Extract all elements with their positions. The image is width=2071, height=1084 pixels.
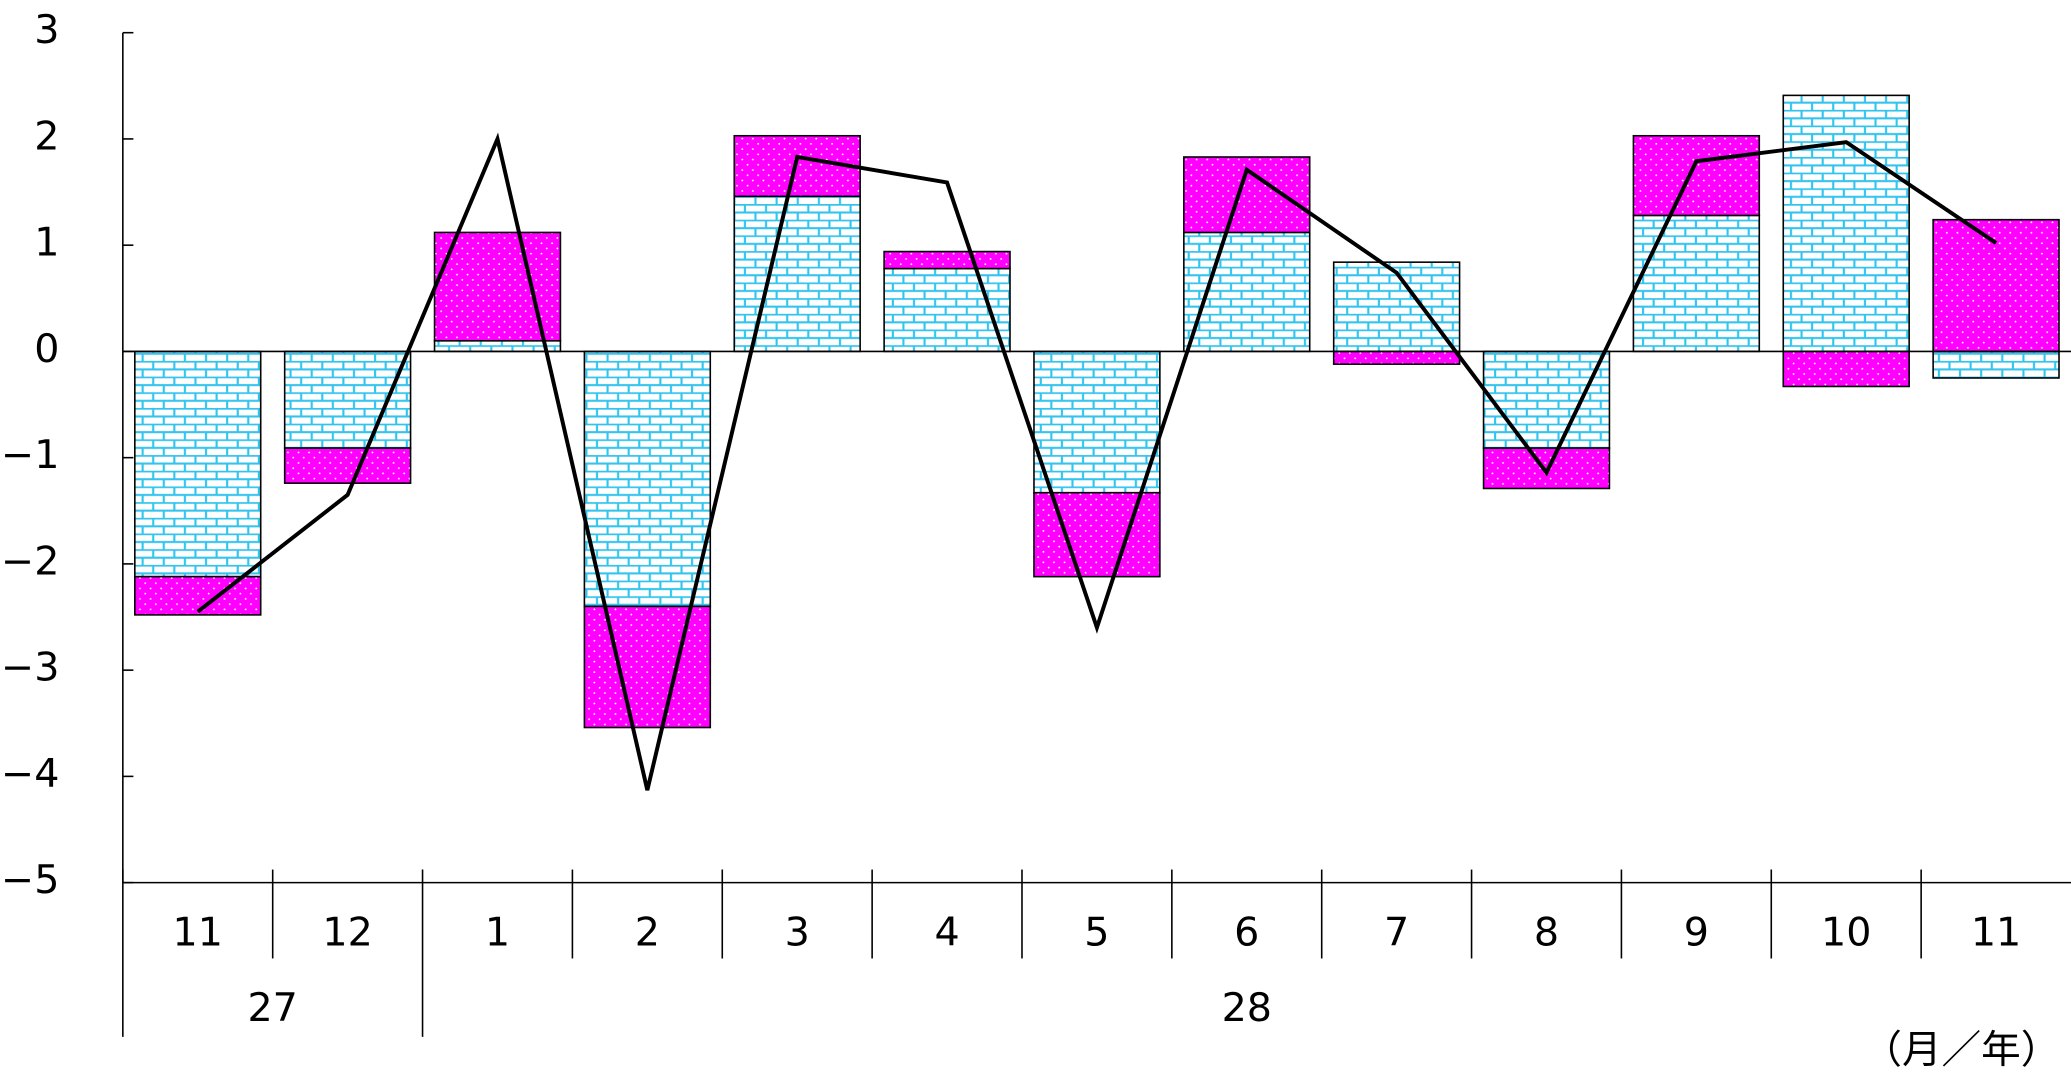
bar: [1332, 350, 1461, 365]
bar: [134, 575, 262, 616]
bar: [1482, 350, 1611, 449]
x-tick-label: 11: [1971, 910, 2021, 956]
bar: [1033, 491, 1161, 578]
x-tick-label: 7: [1384, 910, 1409, 956]
x-tick-label: 5: [1084, 910, 1109, 956]
x-tick-label: 3: [785, 910, 810, 956]
x-tick-label: 12: [322, 910, 372, 956]
y-tick-label: −3: [1, 645, 59, 691]
bar: [1782, 350, 1910, 388]
x-tick-label: 6: [1234, 910, 1259, 956]
bar: [733, 195, 861, 353]
x-tick-label: 10: [1821, 910, 1871, 956]
y-tick-label: −2: [1, 539, 59, 585]
bar: [883, 250, 1011, 270]
x-tick-label: 2: [635, 910, 660, 956]
bar: [283, 350, 412, 449]
bar: [1932, 218, 2060, 353]
y-tick-label: 3: [34, 7, 59, 53]
line: [196, 132, 1998, 791]
bar: [433, 340, 562, 353]
bar: [1183, 231, 1311, 353]
x-tick-label: 1: [485, 910, 510, 956]
x-tick-label: 11: [173, 910, 223, 956]
bar: [1632, 214, 1761, 353]
y-tick-label: 2: [34, 114, 59, 160]
x-tick-label: 8: [1534, 910, 1559, 956]
group-label: 28: [1222, 985, 1272, 1031]
y-tick-label: 1: [34, 220, 59, 266]
y-tick-label: −4: [1, 751, 59, 797]
bar: [1932, 350, 2060, 379]
x-tick-label: 4: [934, 910, 959, 956]
bar: [134, 350, 262, 578]
bar: [1782, 94, 1910, 353]
bar: [1632, 134, 1761, 217]
bar: [1033, 350, 1161, 494]
x-tick-label: 9: [1684, 910, 1709, 956]
y-tick-label: −1: [1, 432, 59, 478]
bar: [583, 350, 712, 608]
group-label: 27: [247, 985, 297, 1031]
y-tick-label: 0: [34, 326, 59, 372]
bar: [583, 605, 712, 729]
x-unit-label: （月／年）: [1862, 1027, 2060, 1073]
bar: [283, 447, 412, 484]
y-tick-label: −5: [1, 857, 59, 903]
